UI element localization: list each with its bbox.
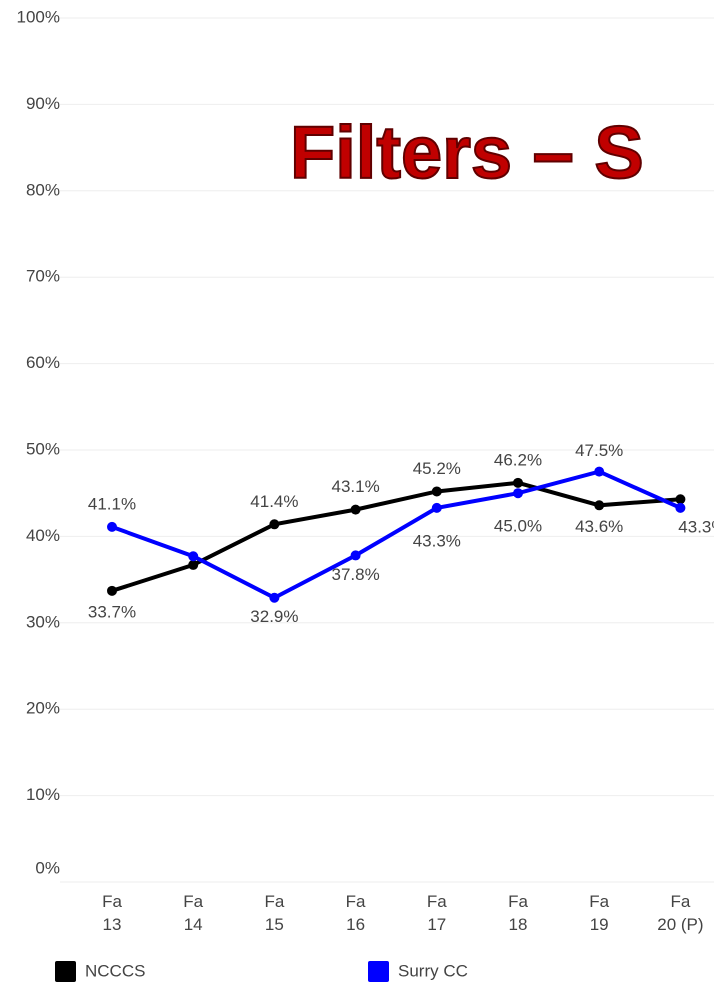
- y-tick-label: 50%: [26, 439, 60, 458]
- point: [431, 502, 442, 513]
- y-tick-label: 30%: [26, 612, 60, 631]
- x-tick-label: Fa 18: [508, 892, 528, 934]
- point: [675, 494, 686, 505]
- point: [269, 592, 280, 603]
- point: [107, 585, 117, 596]
- y-tick-label: 10%: [26, 785, 60, 804]
- y-tick-label: 20%: [26, 699, 60, 718]
- value-label: 43.3%: [678, 517, 714, 536]
- y-tick-label: 80%: [26, 180, 60, 199]
- value-label: 43.1%: [331, 477, 379, 496]
- value-label: 43.6%: [575, 517, 623, 536]
- y-tick-label: 70%: [26, 267, 60, 286]
- point: [594, 500, 605, 511]
- point: [431, 486, 442, 497]
- x-tick-label: Fa 20 (P): [657, 892, 704, 934]
- point: [188, 559, 199, 570]
- y-tick-label: 40%: [26, 526, 60, 545]
- x-tick-label: Fa 19: [589, 892, 610, 934]
- value-label: 41.4%: [250, 492, 298, 511]
- x-tick-label: Fa 14: [183, 892, 204, 934]
- value-label: 47.5%: [575, 441, 623, 460]
- y-tick-label: 90%: [26, 94, 60, 113]
- value-label: 33.7%: [88, 602, 136, 621]
- y-tick-label: 60%: [26, 353, 60, 372]
- x-tick-label: Fa 16: [345, 892, 366, 934]
- x-tick-label: Fa 13: [102, 892, 122, 934]
- point: [269, 519, 280, 530]
- x-tick-label: Fa 17: [426, 892, 447, 934]
- value-label: 32.9%: [250, 607, 298, 626]
- value-label: 37.8%: [331, 565, 379, 584]
- legend-swatch: [368, 961, 389, 982]
- point: [350, 550, 361, 561]
- value-label: 45.2%: [413, 459, 461, 478]
- value-label: 46.2%: [494, 450, 542, 469]
- value-label: 43.3%: [413, 531, 461, 550]
- point: [107, 521, 117, 532]
- point: [350, 504, 361, 515]
- value-label: 45.0%: [494, 517, 542, 536]
- y-tick-label: 100%: [17, 7, 60, 26]
- point: [188, 551, 199, 562]
- point: [675, 502, 686, 513]
- x-tick-label: Fa 15: [264, 892, 285, 934]
- legend-label: Surry CC: [398, 961, 468, 980]
- point: [513, 488, 523, 499]
- chart-title: Filters – S: [290, 111, 644, 194]
- y-tick-label: 0%: [35, 858, 60, 877]
- legend-swatch: [55, 961, 76, 982]
- series-line: [111, 480, 681, 593]
- value-label: 41.1%: [88, 494, 136, 513]
- point: [594, 466, 605, 477]
- point: [513, 477, 523, 488]
- series-line: [111, 469, 682, 600]
- legend-label: NCCCS: [85, 961, 145, 980]
